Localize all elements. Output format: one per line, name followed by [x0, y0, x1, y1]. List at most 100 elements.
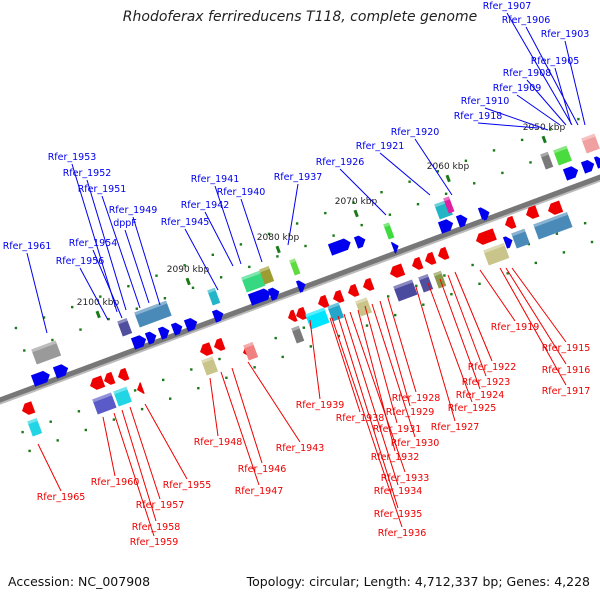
gene-forward[interactable]	[183, 316, 199, 332]
gene-forward[interactable]	[52, 363, 70, 379]
gene-feature[interactable]	[243, 342, 259, 361]
gene-forward[interactable]	[144, 330, 159, 345]
gene-label[interactable]: Rfer_1903	[541, 29, 590, 40]
gene-feature[interactable]	[31, 340, 62, 365]
gene-forward[interactable]	[170, 321, 185, 336]
gene-reverse[interactable]	[316, 294, 330, 310]
gene-label[interactable]: Rfer_1958	[132, 522, 181, 533]
gene-forward[interactable]	[593, 155, 600, 169]
gene-label[interactable]: Rfer_1961	[3, 241, 52, 252]
gene-label[interactable]: Rfer_1953	[48, 152, 97, 163]
gene-feature[interactable]	[305, 307, 330, 330]
gene-feature[interactable]	[207, 287, 221, 306]
gene-label[interactable]: Rfer_1909	[493, 83, 542, 94]
gene-feature[interactable]	[289, 258, 301, 276]
gene-label[interactable]: Rfer_1959	[130, 537, 179, 548]
gene-feature[interactable]	[581, 133, 600, 154]
gene-reverse[interactable]	[102, 371, 116, 387]
gene-label[interactable]: Rfer_1931	[373, 424, 422, 435]
gene-feature[interactable]	[201, 356, 219, 376]
gene-reverse[interactable]	[294, 306, 308, 322]
gene-label[interactable]: Rfer_1936	[378, 528, 427, 539]
gene-label[interactable]: Rfer_1952	[63, 168, 112, 179]
gene-label[interactable]: Rfer_1906	[502, 15, 551, 26]
gene-label[interactable]: Rfer_1918	[454, 111, 503, 122]
gene-label[interactable]: Rfer_1940	[217, 187, 266, 198]
gene-label[interactable]: Rfer_1925	[448, 403, 497, 414]
gene-feature[interactable]	[327, 302, 345, 322]
gene-label[interactable]: Rfer_1907	[483, 1, 532, 12]
gene-forward[interactable]	[502, 235, 515, 249]
gene-reverse[interactable]	[388, 263, 406, 280]
gene-forward[interactable]	[211, 308, 226, 323]
gene-reverse[interactable]	[346, 283, 360, 299]
gene-label[interactable]: Rfer_1957	[136, 500, 185, 511]
gene-feature[interactable]	[134, 300, 172, 328]
gene-reverse[interactable]	[198, 342, 214, 357]
gene-reverse[interactable]	[524, 205, 540, 220]
gene-feature[interactable]	[117, 318, 133, 337]
gene-reverse[interactable]	[135, 382, 145, 395]
gene-label[interactable]: Rfer_1933	[381, 473, 430, 484]
gene-reverse[interactable]	[116, 367, 130, 383]
gene-feature[interactable]	[241, 270, 266, 293]
gene-forward[interactable]	[353, 234, 368, 249]
gene-feature[interactable]	[443, 196, 455, 214]
gene-label[interactable]: Rfer_1908	[503, 68, 552, 79]
gene-label[interactable]: Rfer_1965	[37, 492, 86, 503]
gene-feature[interactable]	[393, 279, 418, 302]
gene-label[interactable]: Rfer_1921	[356, 141, 405, 152]
gene-label[interactable]: Rfer_1942	[181, 200, 230, 211]
gene-label[interactable]: Rfer_1922	[468, 362, 517, 373]
gene-feature[interactable]	[355, 297, 373, 317]
gene-feature[interactable]	[92, 392, 117, 415]
gene-forward[interactable]	[295, 279, 308, 293]
gene-label[interactable]: Rfer_1941	[191, 174, 240, 185]
gene-label[interactable]: Rfer_1939	[296, 400, 345, 411]
gene-label[interactable]: dppF	[113, 218, 137, 229]
gene-label[interactable]: Rfer_1928	[392, 393, 441, 404]
gene-forward[interactable]	[477, 206, 490, 220]
gene-reverse[interactable]	[361, 277, 375, 293]
gene-reverse[interactable]	[410, 256, 424, 272]
gene-label[interactable]: Rfer_1955	[163, 480, 212, 491]
gene-label[interactable]: Rfer_1937	[274, 172, 323, 183]
gene-forward[interactable]	[130, 334, 148, 350]
gene-forward[interactable]	[327, 237, 353, 256]
gene-label[interactable]: Rfer_1910	[461, 96, 510, 107]
gene-label[interactable]: Rfer_1947	[235, 486, 284, 497]
gene-label[interactable]: Rfer_1960	[91, 477, 140, 488]
gene-forward[interactable]	[455, 213, 470, 228]
gene-label[interactable]: Rfer_1934	[374, 486, 423, 497]
gene-reverse[interactable]	[88, 375, 106, 392]
gene-reverse[interactable]	[503, 215, 517, 231]
gene-label[interactable]: Rfer_1935	[374, 509, 423, 520]
gene-label[interactable]: Rfer_1923	[462, 377, 511, 388]
gene-reverse[interactable]	[436, 246, 450, 262]
gene-label[interactable]: Rfer_1938	[336, 413, 385, 424]
gene-label[interactable]: Rfer_1917	[542, 386, 591, 397]
gene-label[interactable]: Rfer_1951	[78, 184, 127, 195]
gene-reverse[interactable]	[474, 228, 497, 246]
gene-label[interactable]: Rfer_1956	[56, 256, 105, 267]
gene-feature[interactable]	[113, 386, 132, 407]
gene-feature[interactable]	[511, 228, 530, 249]
gene-reverse[interactable]	[331, 289, 345, 305]
gene-forward[interactable]	[157, 325, 172, 340]
gene-label[interactable]: Rfer_1915	[542, 343, 591, 354]
gene-label[interactable]: Rfer_1919	[491, 322, 540, 333]
gene-label[interactable]: Rfer_1945	[161, 217, 210, 228]
gene-forward[interactable]	[562, 165, 580, 181]
gene-forward[interactable]	[247, 287, 273, 306]
gene-feature[interactable]	[383, 222, 395, 240]
gene-label[interactable]: Rfer_1920	[391, 127, 440, 138]
gene-label[interactable]: Rfer_1916	[542, 365, 591, 376]
gene-forward[interactable]	[267, 286, 282, 301]
gene-reverse[interactable]	[20, 401, 36, 416]
gene-label[interactable]: Rfer_1927	[431, 422, 480, 433]
gene-label[interactable]: Rfer_1929	[386, 407, 435, 418]
gene-forward[interactable]	[580, 158, 596, 174]
gene-forward[interactable]	[437, 218, 455, 234]
gene-feature[interactable]	[553, 145, 572, 166]
gene-feature[interactable]	[533, 211, 573, 240]
